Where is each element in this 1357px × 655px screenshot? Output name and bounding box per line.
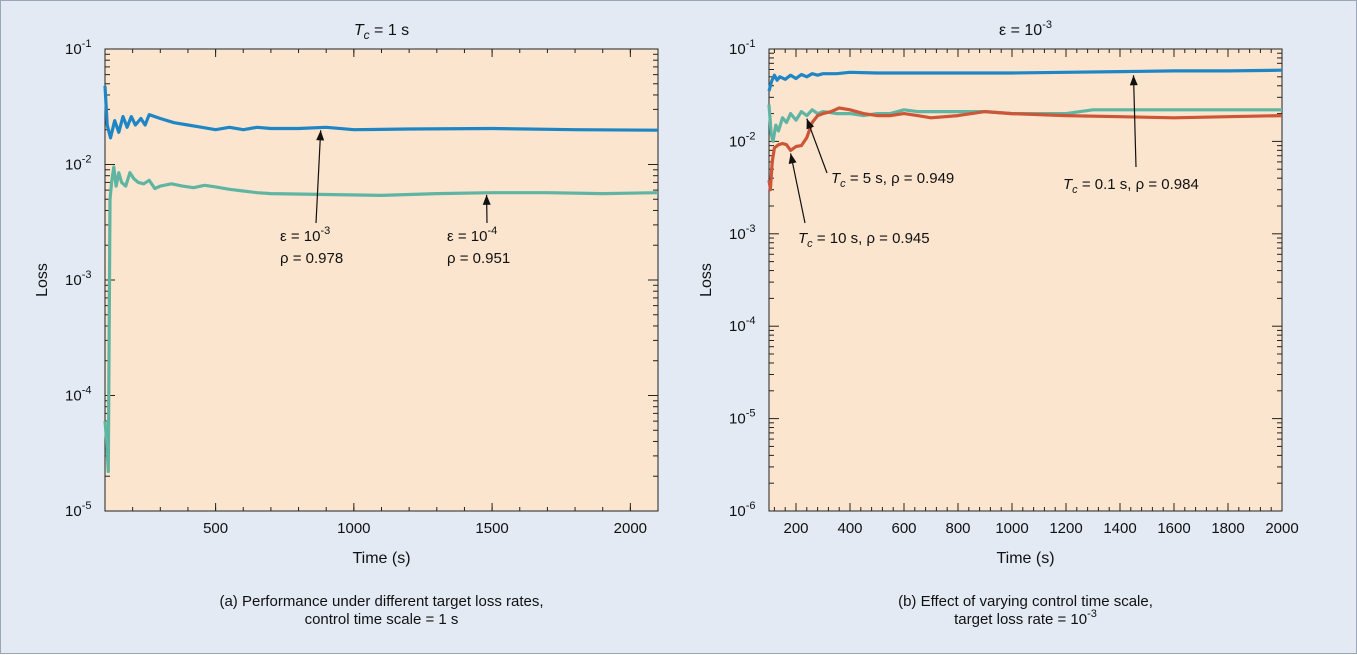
panel1-ytick-label: 10-3 — [729, 223, 755, 243]
panel1-xtick-label: 2000 — [1265, 520, 1298, 537]
panel0-xtick-label: 2000 — [614, 520, 647, 537]
panel0-ytick-label: 10-5 — [65, 500, 91, 520]
panel1-xtick-label: 800 — [945, 520, 970, 537]
panel1-xtick-label: 600 — [891, 520, 916, 537]
panel0-xtick-label: 1500 — [475, 520, 508, 537]
panel1-caption-line2: target loss rate = 10-3 — [954, 608, 1097, 628]
panel0-xtick-label: 1000 — [337, 520, 370, 537]
panel0-ytick-label: 10-4 — [65, 385, 91, 405]
panel0-caption-line2: control time scale = 1 s — [305, 611, 459, 628]
panel0-ytick-label: 10-2 — [65, 154, 91, 174]
panel1-xlabel: Time (s) — [996, 550, 1054, 567]
panel1-xtick-label: 400 — [837, 520, 862, 537]
panel0-ytick-label: 10-3 — [65, 269, 91, 289]
panel1-ytick-label: 10-6 — [729, 500, 755, 520]
panel1-ytick-label: 10-5 — [729, 408, 755, 428]
panel1-xtick-label: 1800 — [1211, 520, 1244, 537]
panel1-ytick-label: 10-1 — [729, 38, 755, 58]
panel1-xtick-label: 1400 — [1103, 520, 1136, 537]
panel1-caption-line1: (b) Effect of varying control time scale… — [898, 593, 1153, 610]
panel1-xtick-label: 1200 — [1049, 520, 1082, 537]
annotation-a2-line2: ρ = 0.951 — [447, 250, 510, 267]
panel0-xlabel: Time (s) — [352, 550, 410, 567]
panel1-xtick-label: 1600 — [1157, 520, 1190, 537]
annotation-a1-line2: ρ = 0.978 — [280, 250, 343, 267]
panel0-xtick-label: 500 — [203, 520, 228, 537]
panel0-plot-area — [105, 49, 658, 511]
panel1-title: ε = 10-3 — [999, 19, 1052, 39]
panel1-ylabel: Loss — [698, 263, 715, 297]
panel0-caption-line1: (a) Performance under different target l… — [219, 593, 543, 610]
panel0-title: Tc = 1 s — [354, 22, 409, 42]
panel0-ylabel: Loss — [34, 263, 51, 297]
panel0-ytick-label: 10-1 — [65, 38, 91, 58]
panel1-xtick-label: 200 — [783, 520, 808, 537]
panel1-ytick-label: 10-4 — [729, 315, 755, 335]
panel1-xtick-label: 1000 — [995, 520, 1028, 537]
panel1-ytick-label: 10-2 — [729, 130, 755, 150]
